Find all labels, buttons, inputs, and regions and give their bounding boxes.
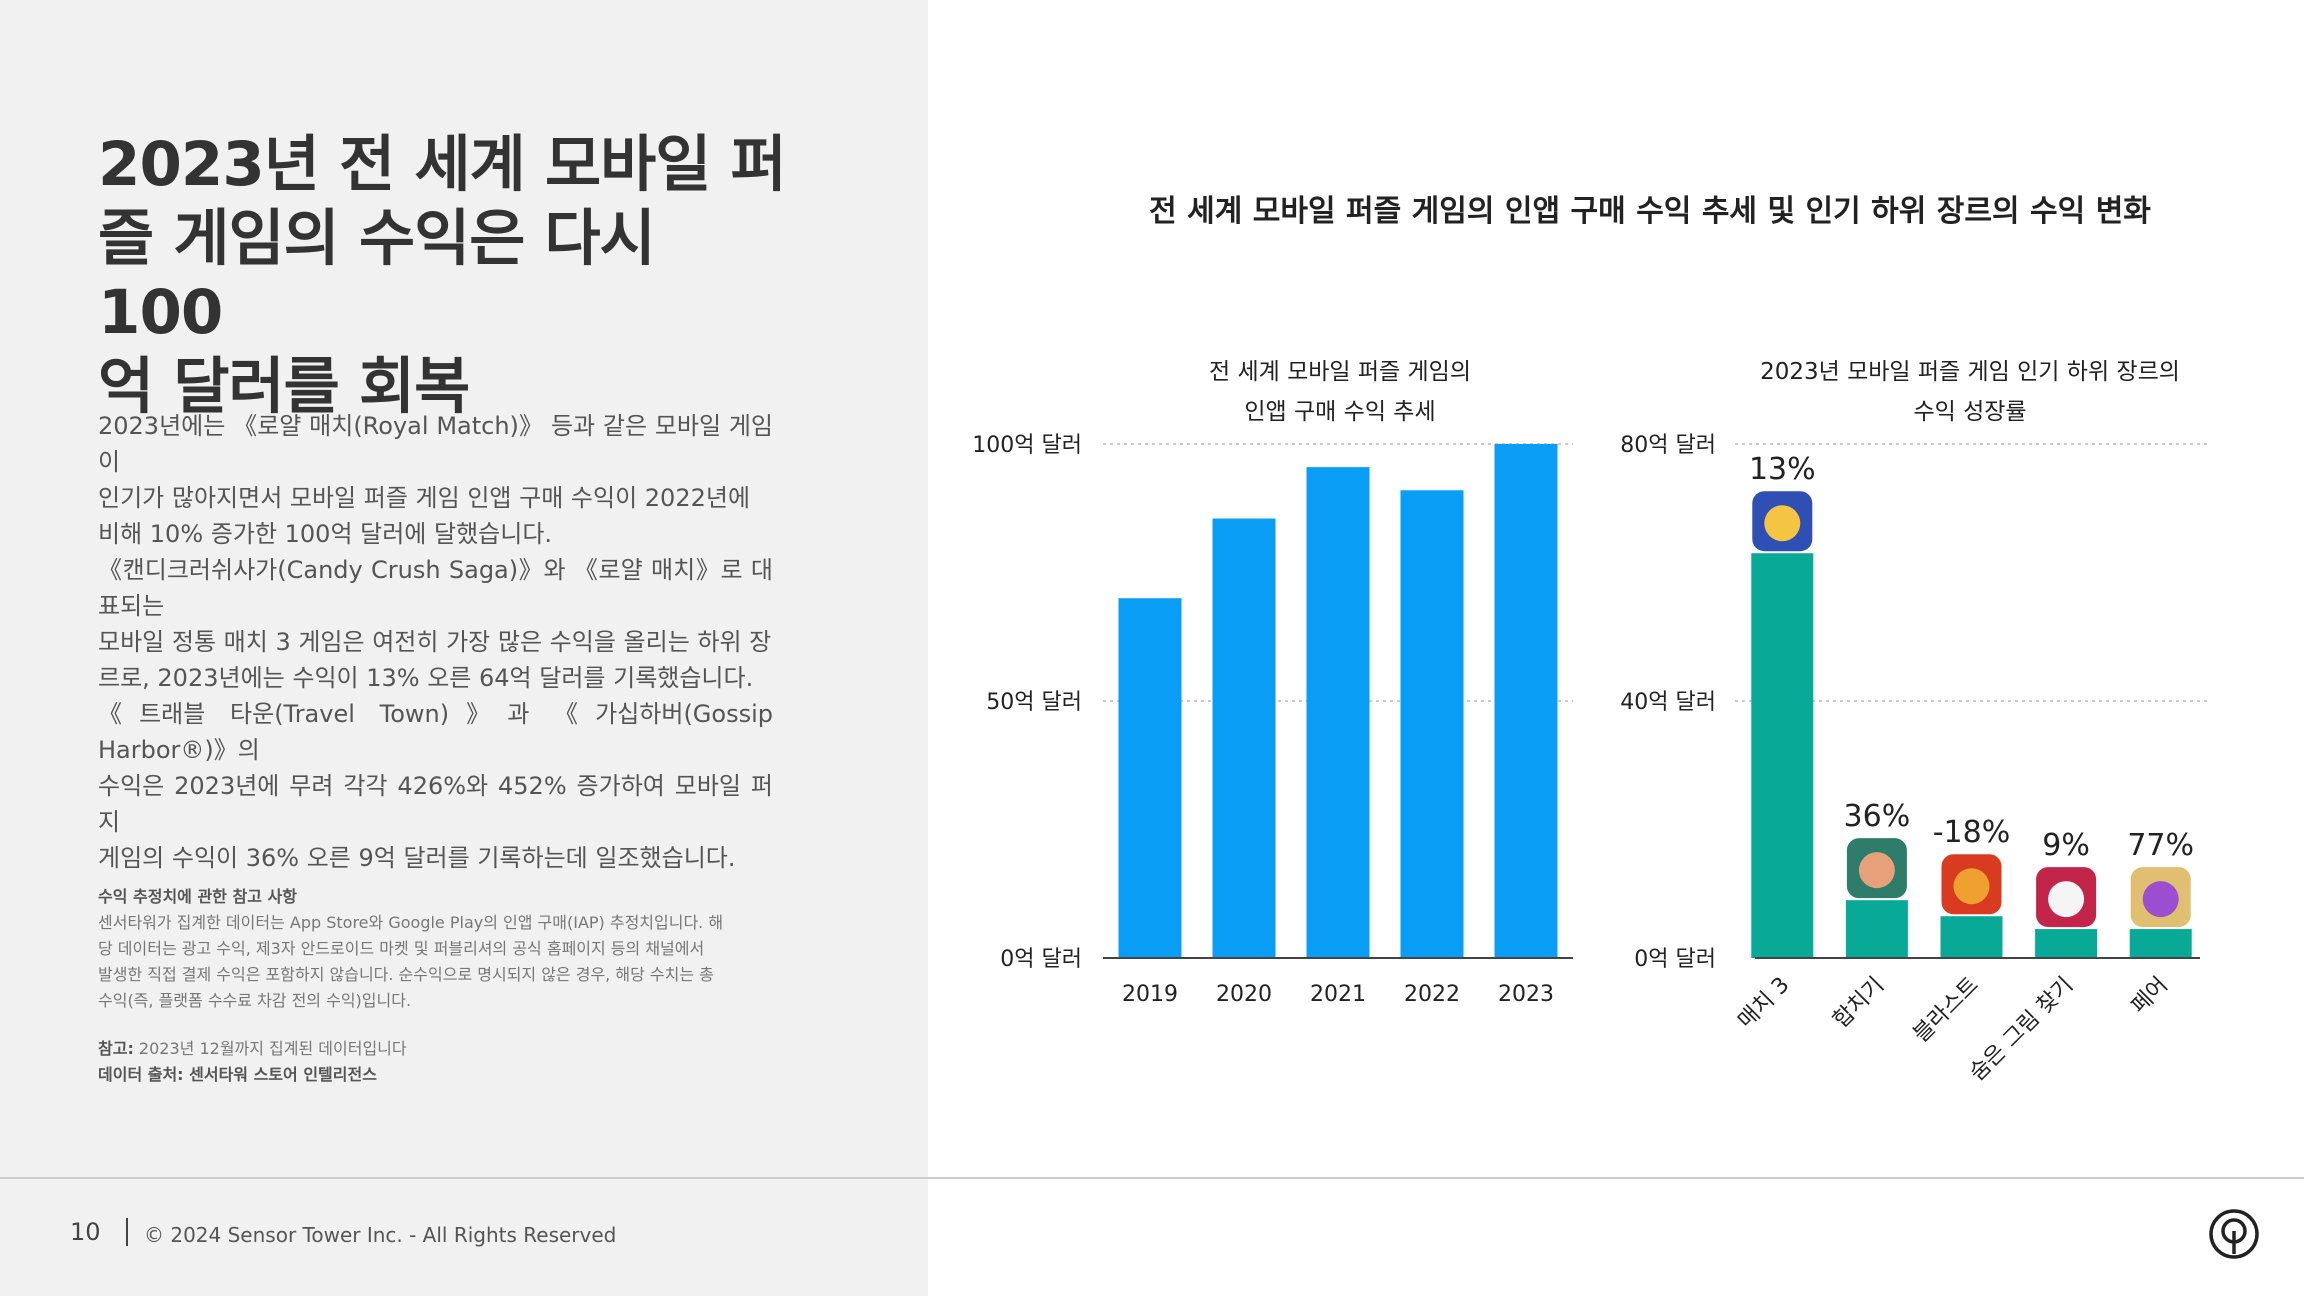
x-tick-label: 2019 xyxy=(1122,982,1178,1007)
bar xyxy=(2035,929,2098,958)
reference-text: 2023년 12월까지 집계된 데이터입니다 xyxy=(133,1039,407,1058)
growth-label: -18% xyxy=(1933,815,2011,850)
sensor-tower-logo-icon xyxy=(2209,1209,2259,1259)
growth-label: 77% xyxy=(2127,828,2194,863)
footnote: 수익 추정치에 관한 참고 사항 센서타워가 집계한 데이터는 App Stor… xyxy=(98,884,773,1088)
bar xyxy=(1400,490,1464,958)
left-panel: 2023년 전 세계 모바일 퍼 즐 게임의 수익은 다시 100 억 달러를 … xyxy=(0,0,928,1296)
bar xyxy=(1940,916,2003,958)
note-title: 수익 추정치에 관한 참고 사항 xyxy=(98,887,297,906)
hidden-object-icon-detail xyxy=(2048,881,2085,918)
paragraph-1: 2023년에는 《로얄 매치(Royal Match)》 등과 같은 모바일 게… xyxy=(98,412,773,548)
page-number: 10 xyxy=(70,1218,101,1246)
chart-1-title: 전 세계 모바일 퍼즐 게임의 인앱 구매 수익 추세 xyxy=(1208,359,1471,425)
page-title: 2023년 전 세계 모바일 퍼 즐 게임의 수익은 다시 100 억 달러를 … xyxy=(98,129,787,422)
reference-line: 참고: 2023년 12월까지 집계된 데이터입니다 xyxy=(98,1039,407,1058)
y-tick-label: 50억 달러 xyxy=(986,690,1082,715)
y-tick-label: 40억 달러 xyxy=(1620,690,1716,715)
note-body: 센서타워가 집계한 데이터는 App Store와 Google Play의 인… xyxy=(98,913,724,1010)
growth-label: 13% xyxy=(1749,452,1816,487)
growth-label: 36% xyxy=(1844,799,1911,834)
x-tick-label: 2020 xyxy=(1216,982,1272,1007)
bar xyxy=(1306,467,1370,958)
x-tick-label: 2021 xyxy=(1310,982,1366,1007)
y-tick-label: 0억 달러 xyxy=(1000,947,1082,972)
paragraph-2: 《캔디크러쉬사가(Candy Crush Saga)》와 《로얄 매치》로 대표… xyxy=(98,556,773,692)
x-tick-label: 블라스트 xyxy=(1909,973,1984,1048)
gossip-harbor-icon-detail xyxy=(1858,852,1895,889)
royal-match-icon-detail xyxy=(1764,505,1801,542)
chart-2-title: 2023년 모바일 퍼즐 게임 인기 하위 장르의 수익 성장률 xyxy=(1760,359,2180,425)
bar xyxy=(2129,929,2192,958)
bar xyxy=(1845,900,1908,958)
bar xyxy=(1494,444,1558,958)
blast-game-icon-detail xyxy=(1953,868,1990,905)
reference-label: 참고: xyxy=(98,1039,134,1058)
copyright: © 2024 Sensor Tower Inc. - All Rights Re… xyxy=(144,1223,617,1247)
x-tick-label: 합치기 xyxy=(1829,973,1890,1034)
bar xyxy=(1212,518,1276,958)
paragraph-3: 《트래블 타운(Travel Town)》과 《가십하버(Gossip Harb… xyxy=(98,700,773,872)
y-tick-label: 80억 달러 xyxy=(1620,433,1716,458)
chart-main-title: 전 세계 모바일 퍼즐 게임의 인앱 구매 수익 추세 및 인기 하위 장르의 … xyxy=(1149,194,2151,229)
pair-game-icon-detail xyxy=(2142,881,2179,918)
y-tick-label: 0억 달러 xyxy=(1634,947,1716,972)
data-source: 데이터 출처: 센서타워 스토어 인텔리전스 xyxy=(98,1065,377,1084)
x-tick-label: 2022 xyxy=(1404,982,1460,1007)
x-tick-label: 2023 xyxy=(1498,982,1554,1007)
x-tick-label: 매치 3 xyxy=(1733,973,1794,1034)
growth-label: 9% xyxy=(2042,828,2090,863)
footer-separator xyxy=(126,1218,128,1246)
y-tick-label: 100억 달러 xyxy=(972,433,1082,458)
x-tick-label: 페어 xyxy=(2127,973,2173,1019)
bar xyxy=(1118,598,1182,958)
footer-divider xyxy=(0,1177,2304,1179)
bar xyxy=(1751,553,1814,958)
